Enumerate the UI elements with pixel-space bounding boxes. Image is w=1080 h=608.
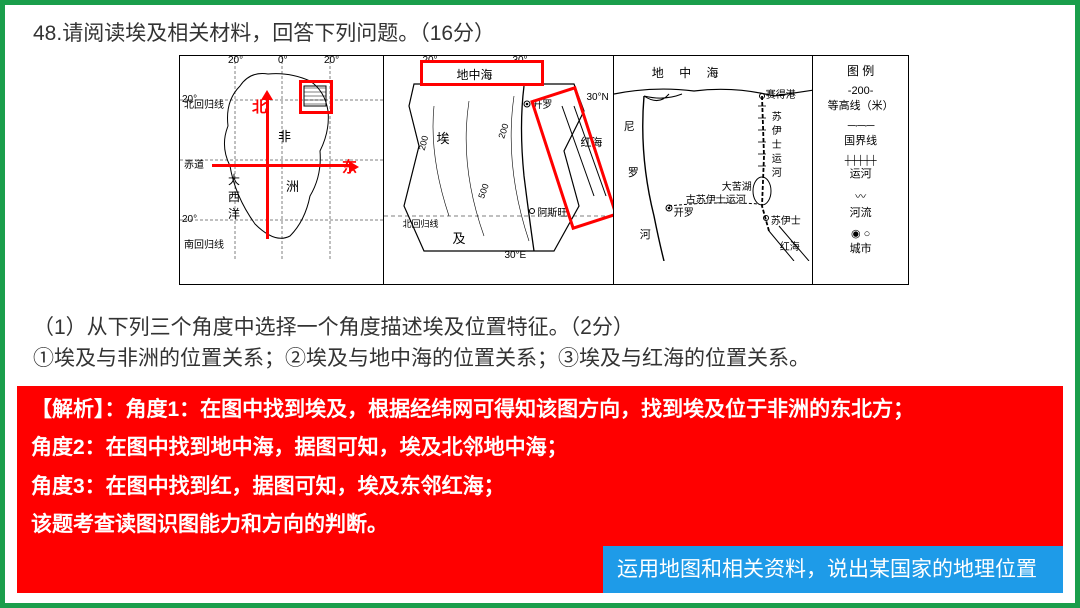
analysis-p4: 该题考查读图识图能力和方向的判断。: [31, 509, 1049, 542]
suez-city-label: 苏伊士: [771, 212, 801, 227]
nile-label: 河: [640, 226, 651, 242]
equator-label: 赤道: [184, 156, 204, 171]
river-symbol: 〰: [817, 188, 904, 204]
ocean-label: 西: [228, 188, 240, 205]
red-highlight-med: [420, 60, 544, 86]
skill-box: 运用地图和相关资料，说出某国家的地理位置: [603, 546, 1063, 594]
red-arrow-east: [349, 161, 359, 173]
lon-label: 20°: [324, 56, 339, 66]
canal-label: 伊: [772, 122, 782, 137]
maps-figure: 20° 0° 20° 20° 20° 北回归线 赤道 南回归线 非 洲 大 西 …: [179, 55, 909, 285]
legend-contour-lbl: 等高线（米）: [817, 97, 904, 113]
sub-question-line: （1）从下列三个角度中选择一个角度描述埃及位置特征。（2分）: [33, 313, 1055, 342]
bitter-lake-label: 大苦湖: [722, 178, 752, 193]
lon-label: 30°E: [504, 250, 526, 261]
old-canal-label: 古苏伊士运河: [686, 191, 746, 206]
continent-label: 洲: [286, 176, 299, 195]
map-panel-suez: 地 中 海 赛得港 苏 伊 士 运 河 古苏伊士运河 大苦湖 苏伊士 尼 罗 河…: [614, 56, 813, 284]
cairo-label: 开罗: [674, 204, 694, 219]
legend-canal-lbl: 运河: [817, 165, 904, 181]
egypt-label: 及: [452, 228, 465, 247]
map-panel-africa: 20° 0° 20° 20° 20° 北回归线 赤道 南回归线 非 洲 大 西 …: [180, 56, 384, 284]
analysis-p3: 角度3：在图中找到红，据图可知，埃及东邻红海；: [31, 471, 1049, 504]
tropic-n-label: 北回归线: [184, 96, 224, 111]
aswan-label: 阿斯旺: [537, 204, 567, 219]
legend-contour-val: -200-: [817, 85, 904, 97]
ocean-label: 洋: [228, 205, 240, 222]
canal-label: 苏: [772, 108, 782, 123]
analysis-p1: 【解析】：角度1：在图中找到埃及，根据经纬网可得知该图方向，找到埃及位于非洲的东…: [31, 394, 1049, 427]
city-symbol: ◉ ○: [817, 227, 904, 240]
canal-symbol: ┼┼┼┼┼: [817, 155, 904, 165]
map-legend: 图 例 -200- 等高线（米） ─·─·─ 国界线 ┼┼┼┼┼ 运河 〰 河流…: [813, 56, 908, 284]
analysis-p2: 角度2：在图中找到地中海，据图可知，埃及北邻地中海；: [31, 432, 1049, 465]
tropic-label: 北回归线: [402, 217, 438, 230]
sub-question-options: ①埃及与非洲的位置关系；②埃及与地中海的位置关系；③埃及与红海的位置关系。: [33, 344, 1055, 373]
tropic-s-label: 南回归线: [184, 236, 224, 251]
red-highlight-egypt: [299, 80, 333, 114]
red-axis-horizontal: [212, 164, 354, 167]
ocean-label: 大: [228, 171, 240, 188]
map-panel-egypt: 20° 30° 30°E 30°N 地中海 红海 埃 及 开罗 阿斯旺 北回归线…: [384, 56, 613, 284]
red-arrow-north: [261, 90, 273, 100]
border-symbol: ─·─·─: [817, 120, 904, 132]
lon-label: 0°: [278, 56, 288, 66]
canal-label: 河: [772, 164, 782, 179]
said-label: 赛得港: [766, 86, 796, 101]
nile-label: 尼: [624, 118, 635, 134]
analysis-box: 【解析】：角度1：在图中找到埃及，根据经纬网可得知该图方向，找到埃及位于非洲的东…: [17, 386, 1063, 593]
egypt-label: 埃: [436, 128, 449, 147]
continent-label: 非: [278, 126, 291, 145]
nile-label: 罗: [628, 164, 639, 180]
canal-label: 士: [772, 136, 782, 151]
legend-river-lbl: 河流: [817, 204, 904, 220]
red-axis-vertical: [266, 97, 269, 239]
legend-title: 图 例: [817, 62, 904, 79]
lat-label: 30°N: [586, 92, 608, 103]
legend-border-lbl: 国界线: [817, 132, 904, 148]
question-title: 48.请阅读埃及相关材料，回答下列问题。（16分）: [33, 17, 1055, 47]
redsea-label: 红海: [780, 238, 800, 253]
lat-label: 20°: [182, 214, 197, 225]
lon-label: 20°: [228, 56, 243, 66]
legend-city-lbl: 城市: [817, 240, 904, 256]
slide-frame: 48.请阅读埃及相关材料，回答下列问题。（16分） 20° 0° 20° 20: [0, 0, 1080, 608]
canal-label: 运: [772, 150, 782, 165]
med-label: 地 中 海: [652, 64, 725, 81]
